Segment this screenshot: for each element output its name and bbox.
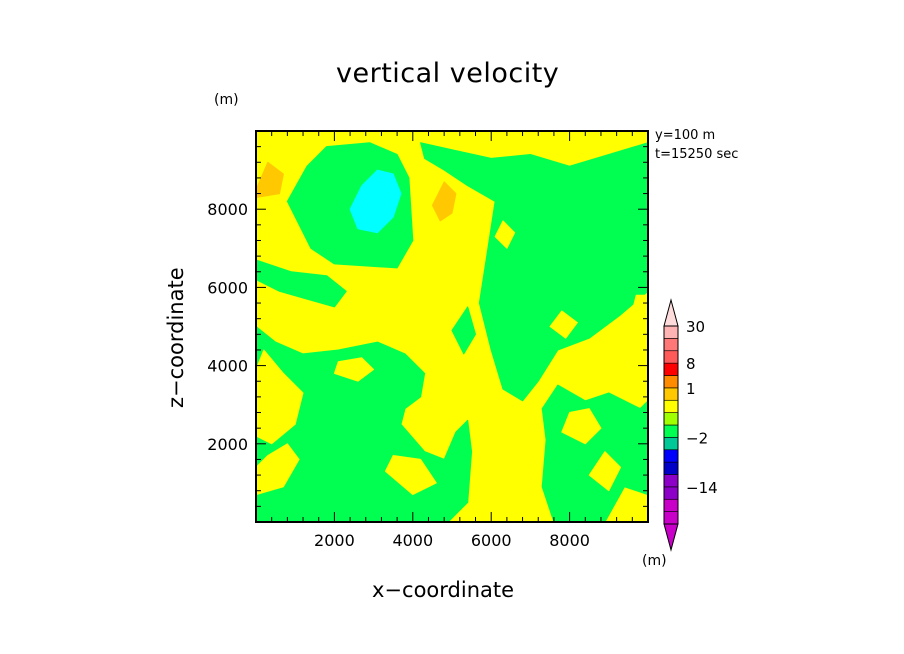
colorbar-tick-label: 1 — [686, 380, 696, 398]
colorbar-swatch — [663, 412, 679, 426]
x-axis-label: x−coordinate — [372, 578, 515, 602]
chart-title: vertical velocity — [336, 58, 560, 89]
contour-region-15 — [631, 294, 648, 320]
y-tick-label: 2000 — [207, 435, 248, 454]
contour-region-16 — [494, 220, 516, 249]
contour-region-20 — [431, 181, 457, 222]
contour-region-2 — [256, 259, 347, 308]
colorbar-swatch — [663, 424, 679, 438]
colorbar-tick-label: −14 — [686, 479, 718, 497]
contour-region-14 — [588, 451, 622, 492]
colorbar-high-extension — [663, 298, 679, 327]
contour-region-3 — [420, 142, 648, 402]
colorbar-swatch — [663, 350, 679, 364]
x-tick-label: 8000 — [549, 531, 590, 550]
colorbar-swatch — [663, 387, 679, 401]
colorbar-swatch — [663, 338, 679, 352]
colorbar-swatch — [663, 325, 679, 339]
contour-region-19 — [349, 169, 402, 234]
y-tick-label: 6000 — [207, 278, 248, 297]
colorbar-frame — [663, 325, 679, 525]
colorbar-swatch — [663, 498, 679, 512]
colorbar-swatch — [663, 449, 679, 463]
colorbar-swatch — [663, 461, 679, 475]
colorbar-swatch — [663, 399, 679, 413]
annotation-time: t=15250 sec — [655, 147, 739, 162]
contour-region-17 — [549, 310, 578, 339]
colorbar-swatch — [663, 474, 679, 488]
contour-region-9 — [256, 349, 304, 445]
colorbar-low-extension — [663, 523, 679, 552]
contour-region-21 — [256, 161, 284, 198]
colorbar-tick-label: 30 — [686, 318, 705, 336]
contour-region-13 — [384, 455, 437, 496]
contour-region-11 — [256, 443, 300, 496]
contour-region-12 — [561, 408, 602, 445]
contour-region-7 — [302, 443, 355, 503]
plot-frame — [255, 130, 649, 523]
annotation-y-position: y=100 m — [655, 128, 716, 143]
x-tick-label: 4000 — [392, 531, 433, 550]
colorbar-tick-label: −2 — [686, 429, 708, 447]
colorbar-unit-label: (m) — [642, 553, 667, 569]
x-tick-label: 6000 — [471, 531, 512, 550]
y-tick-label: 4000 — [207, 357, 248, 376]
colorbar-swatch — [663, 375, 679, 389]
colorbar-swatch — [663, 362, 679, 376]
y-tick-label: 8000 — [207, 200, 248, 219]
z-unit-label: (m) — [214, 92, 239, 108]
x-tick-label: 2000 — [314, 531, 355, 550]
contour-region-8 — [451, 306, 476, 355]
colorbar-swatch — [663, 437, 679, 451]
colorbar-swatch — [663, 486, 679, 500]
colorbar-tick-label: 8 — [686, 355, 696, 373]
contour-region-10 — [333, 357, 375, 382]
colorbar-swatch — [663, 511, 679, 525]
contour-region-6 — [361, 392, 394, 449]
contour-region-18 — [580, 337, 614, 363]
